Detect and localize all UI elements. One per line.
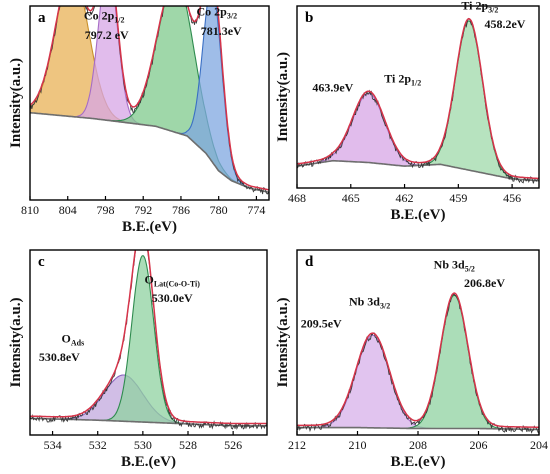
peak-annotation: Co 2p1/2 bbox=[84, 9, 125, 25]
x-tick-label: 212 bbox=[288, 438, 306, 452]
panel-letter: d bbox=[305, 254, 314, 270]
x-tick-label: 798 bbox=[96, 203, 114, 217]
x-axis-title: B.E.(eV) bbox=[391, 454, 446, 470]
envelope-line bbox=[297, 18, 539, 180]
plot-frame bbox=[296, 5, 540, 189]
plot-frame bbox=[29, 5, 270, 201]
x-tick-label: 204 bbox=[530, 438, 548, 452]
background-line bbox=[297, 159, 539, 182]
peak-annotation: 206.8eV bbox=[464, 276, 505, 290]
peak-annotation: Ti 2p3/2 bbox=[461, 0, 498, 15]
x-tick-label: 456 bbox=[503, 191, 521, 205]
envelope-line bbox=[30, 6, 269, 191]
x-tick-label: 210 bbox=[349, 438, 367, 452]
x-tick-label: 526 bbox=[224, 438, 242, 452]
x-tick-label: 468 bbox=[288, 191, 306, 205]
peak-annotation: 530.0eV bbox=[152, 291, 193, 305]
x-tick-label: 774 bbox=[247, 203, 265, 217]
peak-annotation: 458.2eV bbox=[484, 17, 525, 31]
x-tick-label: 810 bbox=[21, 203, 39, 217]
peak-annotation: 209.5eV bbox=[301, 317, 342, 331]
peak-annotation: OAds bbox=[62, 332, 85, 348]
plot-frame bbox=[29, 249, 268, 436]
y-axis-title: Intensity(a.u.) bbox=[275, 297, 291, 387]
x-tick-label: 462 bbox=[396, 191, 414, 205]
x-tick-label: 532 bbox=[89, 438, 107, 452]
panel-a: 810 804 798 792 786 780 774 B.E.(eV) Intensity(a… bbox=[8, 5, 270, 235]
peak-annotation: OLat(Co-O-Ti) bbox=[144, 272, 200, 288]
peak-annotation: Nb 3d3/2 bbox=[349, 295, 390, 311]
x-tick-label: 530 bbox=[134, 438, 152, 452]
peak-component-1 bbox=[297, 92, 442, 167]
peak-component-2 bbox=[393, 294, 515, 430]
panel-b: 468 465 462 459 456 B.E.(eV) Intensity(a.u.) b 4… bbox=[275, 0, 540, 223]
plot-area bbox=[297, 17, 539, 184]
y-axis-title: Intensity(a.u.) bbox=[8, 297, 24, 387]
peak-annotation: 781.3eV bbox=[201, 24, 242, 38]
x-tick-label: 792 bbox=[134, 203, 152, 217]
peak-annotation: 530.8eV bbox=[39, 350, 80, 364]
panel-d: 212 210 208 206 204 B.E.(eV) Intensity(a.u.) d N… bbox=[275, 249, 548, 470]
x-tick-label: 459 bbox=[449, 191, 467, 205]
peak-annotation: Nb 3d5/2 bbox=[434, 258, 475, 274]
background-line bbox=[30, 111, 269, 193]
x-axis-title: B.E.(eV) bbox=[391, 207, 446, 223]
plot-area bbox=[297, 292, 539, 434]
y-axis-title: Intensity(a.u.) bbox=[275, 52, 291, 142]
x-tick-label: 780 bbox=[210, 203, 228, 217]
x-tick-label: 534 bbox=[44, 438, 62, 452]
peak-annotation: Co 2p3/2 bbox=[197, 5, 238, 21]
x-tick-label: 208 bbox=[409, 438, 427, 452]
plot-area bbox=[30, 6, 269, 195]
x-axis-title: B.E.(eV) bbox=[121, 454, 176, 470]
peak-annotation: 463.9eV bbox=[312, 81, 353, 95]
x-tick-label: 786 bbox=[172, 203, 190, 217]
panel-letter: c bbox=[38, 254, 45, 270]
raw-data-line bbox=[297, 293, 539, 434]
envelope-line bbox=[30, 250, 267, 425]
peak-annotation: 797.2 eV bbox=[85, 28, 129, 42]
y-axis-title: Intensity(a.u.) bbox=[8, 58, 24, 148]
x-tick-label: 804 bbox=[59, 203, 77, 217]
x-tick-label: 465 bbox=[342, 191, 360, 205]
panel-letter: a bbox=[38, 10, 46, 26]
panel-letter: b bbox=[305, 10, 313, 26]
x-axis-title: B.E.(eV) bbox=[122, 219, 177, 235]
x-tick-label: 528 bbox=[179, 438, 197, 452]
x-tick-label: 206 bbox=[470, 438, 488, 452]
peak-annotation: Ti 2p1/2 bbox=[384, 71, 421, 87]
panel-c: 534 532 530 528 526 B.E.(eV) Intensity(a.u.) c O… bbox=[8, 249, 268, 470]
envelope-line bbox=[297, 292, 539, 428]
peak-component-2 bbox=[408, 20, 529, 181]
plot-area bbox=[30, 250, 267, 431]
